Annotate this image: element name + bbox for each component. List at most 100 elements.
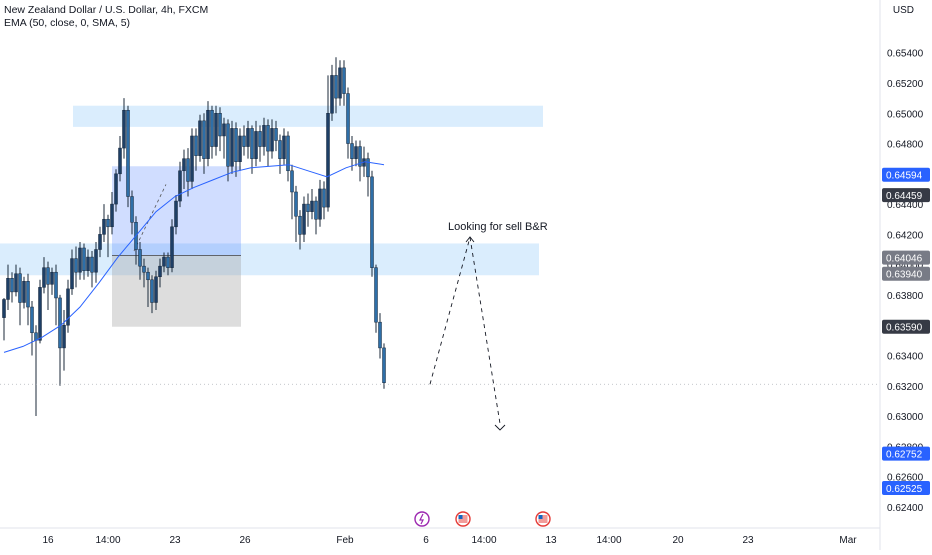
candle-body[interactable] bbox=[98, 234, 102, 250]
candle-body[interactable] bbox=[330, 75, 334, 114]
candle-body[interactable] bbox=[170, 226, 174, 268]
candle-body[interactable] bbox=[166, 256, 170, 268]
candle-body[interactable] bbox=[90, 256, 94, 273]
candle-body[interactable] bbox=[218, 113, 222, 137]
candle-body[interactable] bbox=[42, 267, 46, 288]
candle-body[interactable] bbox=[358, 146, 362, 167]
candle-body[interactable] bbox=[82, 247, 86, 271]
candle-body[interactable] bbox=[118, 147, 122, 175]
candle-body[interactable] bbox=[266, 125, 270, 152]
candle-body[interactable] bbox=[374, 267, 378, 323]
candle-body[interactable] bbox=[242, 135, 246, 147]
candle-body[interactable] bbox=[298, 215, 302, 235]
candle-body[interactable] bbox=[202, 120, 206, 159]
candle-body[interactable] bbox=[2, 299, 6, 318]
zone-rect[interactable] bbox=[0, 243, 539, 276]
candle-body[interactable] bbox=[350, 143, 354, 159]
candle-body[interactable] bbox=[158, 265, 162, 278]
candle-body[interactable] bbox=[282, 135, 286, 159]
candle-body[interactable] bbox=[178, 170, 182, 202]
candle-body[interactable] bbox=[30, 306, 34, 334]
candle-body[interactable] bbox=[270, 128, 274, 152]
candle-body[interactable] bbox=[86, 256, 90, 271]
candle-body[interactable] bbox=[174, 200, 178, 228]
candle-body[interactable] bbox=[378, 321, 382, 349]
candle-body[interactable] bbox=[22, 281, 26, 303]
candle-body[interactable] bbox=[78, 247, 82, 273]
candle-body[interactable] bbox=[254, 131, 258, 159]
candle-body[interactable] bbox=[250, 128, 254, 159]
candle-body[interactable] bbox=[246, 128, 250, 147]
candle-body[interactable] bbox=[318, 188, 322, 220]
candle-body[interactable] bbox=[14, 273, 18, 293]
candle-body[interactable] bbox=[50, 271, 54, 285]
candle-body[interactable] bbox=[346, 93, 350, 144]
candle-body[interactable] bbox=[74, 258, 78, 273]
candle-body[interactable] bbox=[274, 128, 278, 141]
candle-body[interactable] bbox=[310, 200, 314, 212]
candle-body[interactable] bbox=[286, 135, 290, 172]
candle-body[interactable] bbox=[354, 146, 358, 159]
candle-body[interactable] bbox=[214, 113, 218, 147]
candle-body[interactable] bbox=[162, 256, 166, 267]
candle-body[interactable] bbox=[338, 67, 342, 99]
candle-body[interactable] bbox=[258, 131, 262, 147]
candle-body[interactable] bbox=[126, 109, 130, 197]
candle-body[interactable] bbox=[294, 191, 298, 217]
candle-body[interactable] bbox=[322, 188, 326, 208]
candle-body[interactable] bbox=[150, 279, 154, 303]
candle-body[interactable] bbox=[342, 67, 346, 94]
candle-body[interactable] bbox=[38, 287, 42, 341]
candle-body[interactable] bbox=[366, 158, 370, 178]
candle-body[interactable] bbox=[306, 203, 310, 212]
candle-body[interactable] bbox=[370, 176, 374, 268]
candle-body[interactable] bbox=[226, 123, 230, 167]
candle-body[interactable] bbox=[110, 203, 114, 228]
candle-body[interactable] bbox=[18, 273, 22, 303]
candle-body[interactable] bbox=[238, 135, 242, 162]
candle-body[interactable] bbox=[262, 125, 266, 147]
ema-line[interactable] bbox=[3, 161, 385, 353]
candle-body[interactable] bbox=[26, 281, 30, 308]
candle-body[interactable] bbox=[122, 109, 126, 149]
candle-body[interactable] bbox=[334, 75, 338, 99]
candle-body[interactable] bbox=[194, 135, 198, 156]
candle-body[interactable] bbox=[222, 123, 226, 137]
candle-body[interactable] bbox=[138, 249, 142, 267]
candle-body[interactable] bbox=[114, 173, 118, 205]
candle-body[interactable] bbox=[70, 258, 74, 290]
candle-body[interactable] bbox=[62, 324, 66, 349]
candle-body[interactable] bbox=[106, 218, 110, 228]
candle-body[interactable] bbox=[198, 120, 202, 156]
candle-body[interactable] bbox=[102, 218, 106, 235]
candle-body[interactable] bbox=[230, 128, 234, 167]
candle-body[interactable] bbox=[66, 288, 70, 326]
candle-body[interactable] bbox=[58, 297, 62, 349]
candle-body[interactable] bbox=[142, 265, 146, 273]
candle-body[interactable] bbox=[382, 347, 386, 383]
candle-body[interactable] bbox=[186, 158, 190, 182]
candle-body[interactable] bbox=[314, 200, 318, 220]
candle-body[interactable] bbox=[10, 278, 14, 293]
stop-zone-rect[interactable] bbox=[112, 255, 241, 327]
candle-body[interactable] bbox=[302, 203, 306, 235]
candle-body[interactable] bbox=[190, 135, 194, 182]
candle-body[interactable] bbox=[290, 170, 294, 193]
zone-rect[interactable] bbox=[73, 105, 543, 127]
candle-body[interactable] bbox=[146, 271, 150, 281]
candle-body[interactable] bbox=[326, 113, 330, 208]
candle-body[interactable] bbox=[154, 276, 158, 303]
candle-body[interactable] bbox=[130, 196, 134, 223]
candle-body[interactable] bbox=[210, 109, 214, 147]
candle-body[interactable] bbox=[46, 267, 50, 285]
candle-body[interactable] bbox=[54, 271, 58, 299]
candle-body[interactable] bbox=[206, 109, 210, 159]
candle-body[interactable] bbox=[182, 158, 186, 172]
candle-body[interactable] bbox=[234, 128, 238, 162]
candle-body[interactable] bbox=[94, 249, 98, 273]
candle-body[interactable] bbox=[278, 140, 282, 159]
lightning-event-icon[interactable] bbox=[414, 511, 430, 527]
candle-body[interactable] bbox=[6, 278, 10, 300]
